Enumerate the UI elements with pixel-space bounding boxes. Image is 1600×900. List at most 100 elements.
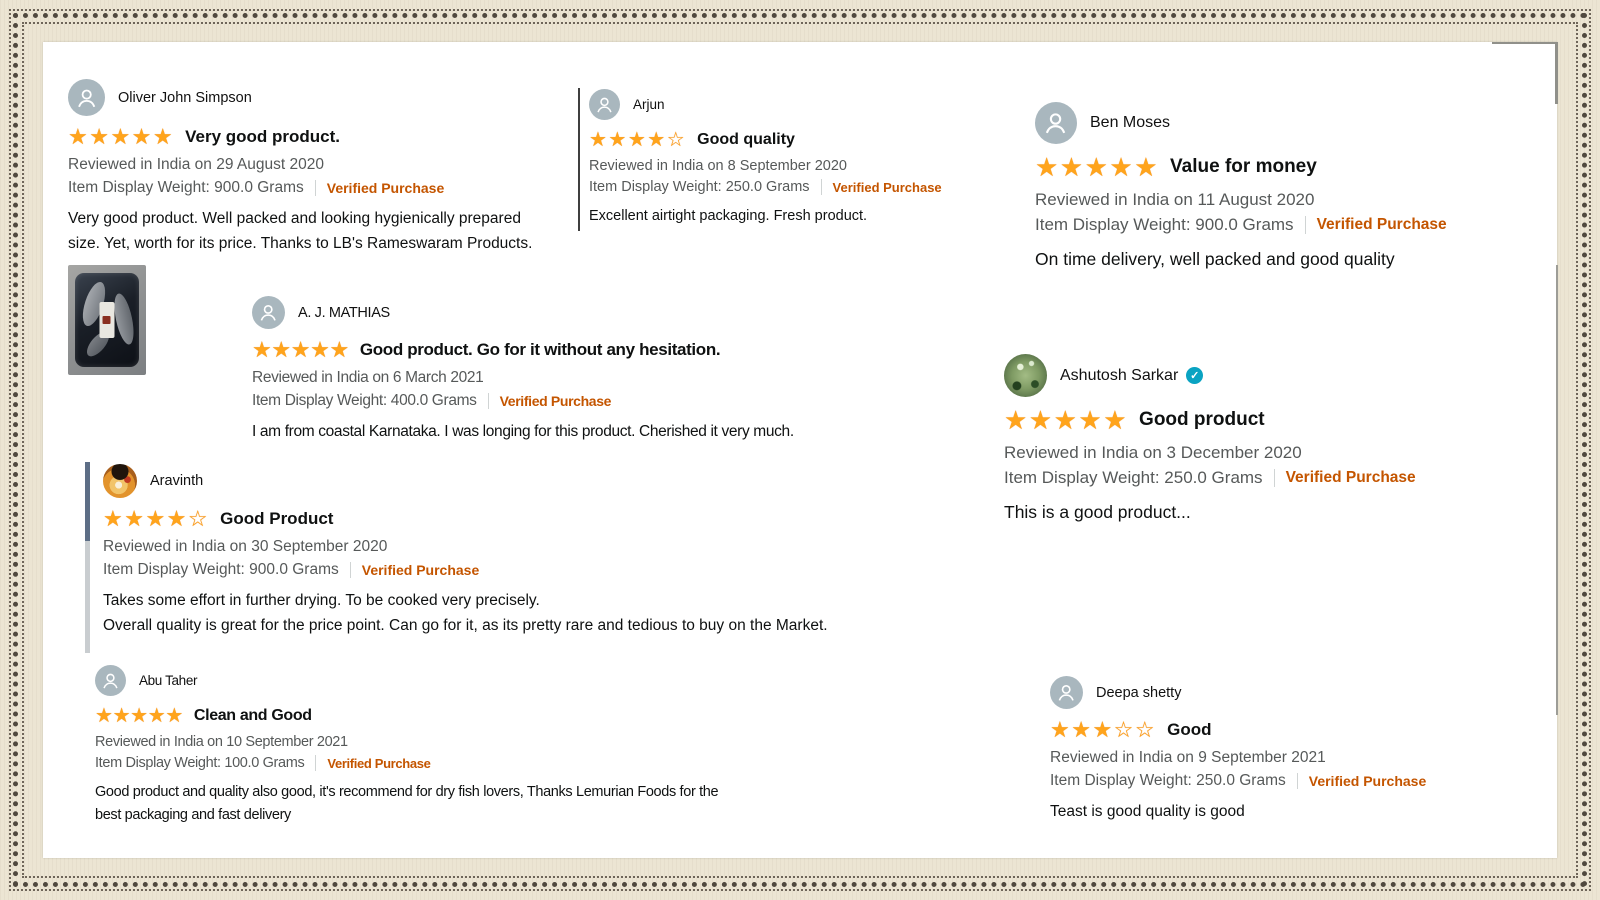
review-body: Very good product. Well packed and looki… [68, 210, 533, 252]
review-title[interactable]: Good quality [697, 131, 795, 148]
item-weight: Item Display Weight: 900.0 Grams [1035, 215, 1294, 234]
item-weight: Item Display Weight: 250.0 Grams [1050, 772, 1286, 789]
reviewer-name[interactable]: Aravinth [150, 473, 204, 489]
verified-purchase-label[interactable]: Verified Purchase [499, 393, 612, 409]
reviewer-avatar[interactable] [95, 665, 126, 696]
product-label [99, 301, 115, 338]
review-attributes: Item Display Weight: 250.0 Grams Verifie… [589, 179, 1019, 195]
product-tray [75, 272, 139, 367]
star-rating: ★★★★★ [95, 705, 183, 727]
review-body: I am from coastal Karnataka. I was longi… [252, 423, 794, 440]
rating-row: ★★★★★ Clean and Good [95, 706, 935, 726]
review-header: A. J. MATHIAS [252, 296, 972, 329]
item-weight: Item Display Weight: 400.0 Grams [252, 392, 477, 409]
reviewer-name[interactable]: Arjun [633, 97, 665, 112]
review-date: Reviewed in India on 29 August 2020 [68, 156, 324, 173]
review-body: Takes some effort in further drying. To … [103, 592, 828, 634]
review-date: Reviewed in India on 10 September 2021 [95, 734, 348, 750]
reviewer-avatar[interactable] [68, 79, 105, 116]
window-edge-line-right-upper [1555, 43, 1558, 104]
verified-purchase-label[interactable]: Verified Purchase [832, 179, 942, 195]
person-icon [260, 305, 277, 321]
column-divider-line [578, 88, 580, 231]
reviewer-avatar[interactable] [252, 296, 285, 329]
reviewer-name[interactable]: Ben Moses [1090, 114, 1171, 131]
review-card: Ben Moses ★★★★★ Value for money Reviewed… [1035, 102, 1575, 273]
separator [487, 392, 489, 410]
review-attributes: Item Display Weight: 900.0 Grams Verifie… [103, 561, 1023, 579]
reviewer-name[interactable]: Deepa shetty [1096, 684, 1182, 701]
separator [349, 561, 351, 579]
separator [1304, 216, 1306, 234]
review-attributes: Item Display Weight: 250.0 Grams Verifie… [1050, 772, 1540, 790]
review-date: Reviewed in India on 11 August 2020 [1035, 190, 1315, 209]
item-weight: Item Display Weight: 900.0 Grams [103, 561, 339, 578]
rating-row: ★★★★☆ Good quality [589, 130, 1019, 150]
review-title[interactable]: Good [1167, 720, 1212, 739]
review-header: Ashutosh Sarkar ✓ [1004, 354, 1544, 397]
review-title[interactable]: Very good product. [185, 127, 341, 146]
verified-purchase-label[interactable]: Verified Purchase [327, 755, 431, 771]
star-rating: ★★★★★ [252, 337, 349, 362]
reviewer-avatar[interactable] [1050, 676, 1083, 709]
review-body: Excellent airtight packaging. Fresh prod… [589, 208, 868, 224]
person-icon [77, 89, 96, 107]
review-header: Abu Taher [95, 665, 935, 696]
separator [1273, 469, 1275, 487]
review-date: Reviewed in India on 30 September 2020 [103, 538, 388, 555]
scrollbar-track[interactable] [85, 541, 90, 653]
review-card: Aravinth ★★★★☆ Good Product Reviewed in … [103, 464, 1023, 639]
review-header: Aravinth [103, 464, 1023, 498]
rating-row: ★★★★☆ Good Product [103, 508, 1023, 530]
review-date: Reviewed in India on 8 September 2020 [589, 158, 847, 174]
reviewer-avatar[interactable] [1035, 102, 1077, 144]
star-rating: ★★★★★ [1035, 152, 1160, 182]
verified-purchase-label[interactable]: Verified Purchase [1308, 773, 1427, 789]
rating-row: ★★★★★ Good product [1004, 407, 1544, 433]
review-body: On time delivery, well packed and good q… [1035, 249, 1395, 269]
review-title[interactable]: Good product. Go for it without any hesi… [359, 340, 721, 359]
review-header: Deepa shetty [1050, 676, 1540, 709]
review-date: Reviewed in India on 6 March 2021 [252, 369, 484, 386]
item-weight: Item Display Weight: 250.0 Grams [589, 179, 810, 195]
review-title[interactable]: Good product [1139, 409, 1265, 430]
item-weight: Item Display Weight: 250.0 Grams [1004, 468, 1263, 487]
verified-purchase-label[interactable]: Verified Purchase [1285, 469, 1416, 486]
review-body: Teast is good quality is good [1050, 803, 1245, 820]
window-edge-line-right-lower [1556, 265, 1558, 715]
review-attributes: Item Display Weight: 400.0 Grams Verifie… [252, 392, 972, 410]
review-title[interactable]: Good Product [220, 509, 334, 528]
review-date: Reviewed in India on 9 September 2021 [1050, 749, 1326, 766]
person-icon [1046, 113, 1066, 134]
review-header: Oliver John Simpson [68, 79, 608, 116]
review-date: Reviewed in India on 3 December 2020 [1004, 443, 1302, 462]
review-card: Abu Taher ★★★★★ Clean and Good Reviewed … [95, 665, 935, 827]
review-product-image[interactable] [68, 264, 146, 375]
review-card: Deepa shetty ★★★☆☆ Good Reviewed in Indi… [1050, 676, 1540, 825]
verified-purchase-label[interactable]: Verified Purchase [361, 562, 480, 578]
separator [315, 755, 317, 771]
review-header: Arjun [589, 89, 1019, 120]
reviewer-avatar[interactable] [589, 89, 620, 120]
star-rating: ★★★☆☆ [1050, 717, 1157, 742]
person-icon [103, 673, 118, 689]
verified-profile-badge-icon: ✓ [1186, 367, 1204, 384]
verified-purchase-label[interactable]: Verified Purchase [1316, 216, 1447, 233]
rating-row: ★★★☆☆ Good [1050, 719, 1540, 741]
reviewer-name[interactable]: A. J. MATHIAS [298, 304, 390, 321]
reviewer-name[interactable]: Abu Taher [139, 673, 198, 688]
separator [314, 179, 316, 197]
star-rating: ★★★★★ [1004, 405, 1129, 435]
review-title[interactable]: Value for money [1170, 156, 1317, 177]
review-body: This is a good product... [1004, 502, 1191, 522]
person-icon [597, 97, 612, 113]
reviewer-avatar[interactable] [1004, 354, 1047, 397]
reviewer-name[interactable]: Ashutosh Sarkar [1060, 366, 1179, 384]
separator [820, 179, 822, 195]
verified-purchase-label[interactable]: Verified Purchase [326, 180, 445, 196]
review-title[interactable]: Clean and Good [193, 707, 312, 724]
reviewer-name[interactable]: Oliver John Simpson [118, 89, 252, 106]
scrollbar-thumb[interactable] [85, 462, 90, 541]
reviewer-avatar[interactable] [103, 464, 137, 498]
